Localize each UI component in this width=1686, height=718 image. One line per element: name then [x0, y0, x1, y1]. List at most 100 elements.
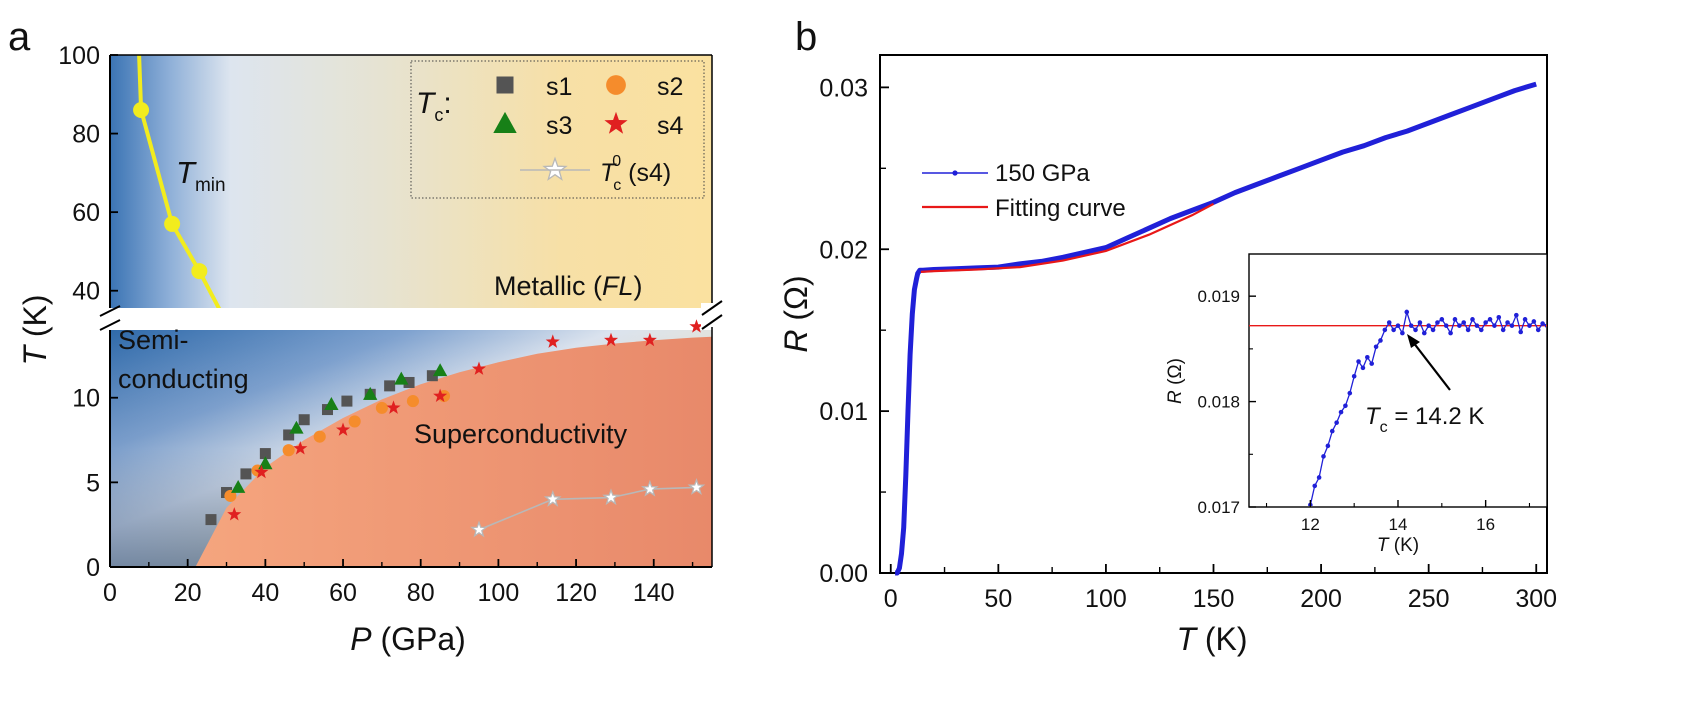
marker-tc0s4	[543, 489, 562, 507]
ticks-panel-a: 0 20 40 60 80 100 120 140 0 5 10 40 60 80 100	[58, 42, 694, 607]
marker-tc0s4	[640, 479, 659, 497]
inset-point	[1365, 355, 1370, 360]
region-label-semi-1: Semi-	[118, 325, 189, 355]
legend-tc0-marker	[542, 156, 568, 181]
legend-b: 150 GPa Fitting curve	[922, 160, 1126, 222]
legend-s4-label: s4	[657, 112, 684, 140]
inset-point	[1531, 319, 1537, 324]
inset-point	[1535, 327, 1541, 333]
inset-point	[1369, 361, 1375, 366]
inset-point	[1500, 327, 1506, 333]
axis-break-left	[99, 305, 122, 331]
y-tick-label-a: 10	[72, 385, 100, 413]
x-tick-label-a: 20	[174, 579, 202, 607]
marker-s3	[432, 363, 448, 377]
inset-point	[1509, 323, 1515, 328]
inset-point	[1474, 323, 1480, 328]
inset-point	[1404, 309, 1410, 315]
inset-point	[1461, 320, 1467, 325]
inset-point	[1312, 483, 1318, 489]
inset-point	[1522, 317, 1528, 322]
region-label-semi-2: conducting	[118, 364, 249, 394]
legend-s4-marker	[604, 111, 628, 134]
inset-points	[1308, 309, 1546, 506]
marker-s1	[384, 380, 396, 392]
inset-point	[1373, 344, 1379, 350]
panel-label-b: b	[795, 15, 817, 59]
inset-y-tick-label: 0.017	[1197, 498, 1240, 517]
ticks-panel-b: 0 50 100 150 200 250 300 0.00 0.01 0.02 0.03	[819, 74, 1557, 613]
marker-s1	[259, 448, 271, 460]
inset-point	[1452, 317, 1458, 322]
tmin-point	[164, 215, 181, 232]
inset-point	[1430, 327, 1436, 333]
superconducting-region	[195, 336, 712, 567]
inset-point	[1443, 323, 1449, 328]
inset-x-tick-label: 14	[1389, 515, 1408, 534]
inset-x-tick-label: 16	[1476, 515, 1495, 534]
ticks-inset: 12 14 16 0.017 0.018 0.019	[1197, 287, 1531, 534]
legend-s1-label: s1	[546, 73, 572, 101]
marker-tc0s4	[470, 520, 488, 538]
inset-point	[1413, 327, 1418, 333]
y-tick-label-b: 0.01	[819, 398, 868, 426]
marker-s2	[375, 401, 388, 414]
x-tick-label-a: 120	[555, 579, 597, 607]
inset-point	[1386, 320, 1392, 325]
x-tick-label-b: 150	[1193, 585, 1235, 613]
legend-s2-label: s2	[657, 73, 683, 101]
inset-x-tick-label: 12	[1301, 515, 1320, 534]
inset-point	[1325, 443, 1331, 449]
inset-point	[1400, 330, 1405, 336]
marker-tc0s4	[687, 478, 706, 495]
marker-s2	[282, 444, 295, 457]
x-tick-label-a: 0	[103, 579, 117, 607]
marker-s4	[545, 334, 560, 348]
inset-point	[1329, 428, 1335, 434]
markers-panel-a	[205, 319, 706, 538]
inset-point	[1527, 323, 1532, 328]
main-data-b	[894, 81, 1537, 576]
y-tick-label-a: 100	[58, 42, 100, 70]
inset-point	[1435, 320, 1440, 325]
inset-y-tick-label: 0.018	[1197, 393, 1240, 412]
y-axis-label-b: R (Ω)	[778, 275, 814, 352]
inset-point	[1338, 409, 1344, 415]
inset-point	[1356, 359, 1361, 364]
legend-s1-marker	[496, 76, 514, 94]
x-tick-label-a: 80	[407, 579, 435, 607]
x-tick-label-a: 40	[251, 579, 279, 607]
inset-point	[1382, 327, 1388, 333]
panel-label-a: a	[8, 15, 31, 59]
inset-point	[1426, 323, 1431, 328]
x-tick-label-a: 60	[329, 579, 357, 607]
marker-s4	[254, 464, 269, 479]
marker-tc0s4	[602, 488, 620, 506]
tmin-points	[133, 102, 208, 280]
panel-b: 0 50 100 150 200 250 300 0.00 0.01 0.02 0.03 150 G…	[778, 15, 1557, 657]
inset-point	[1496, 314, 1502, 320]
inset-x-axis-label: T (K)	[1377, 535, 1419, 556]
legend-150gpa-label: 150 GPa	[995, 160, 1090, 187]
marker-s4	[433, 388, 448, 402]
tc-annotation-label: Tc = 14.2 K	[1365, 403, 1484, 436]
marker-s3	[363, 386, 378, 400]
marker-s2	[313, 430, 326, 443]
inset-y-axis-label: R (Ω)	[1165, 358, 1186, 404]
y-tick-label-b: 0.00	[819, 560, 868, 588]
legend-tc-label: Tc:	[416, 87, 452, 125]
x-tick-label-a: 140	[633, 579, 675, 607]
inset-point	[1470, 317, 1475, 322]
legend-fit-label: Fitting curve	[995, 195, 1126, 222]
inset-point	[1544, 323, 1546, 328]
marker-s1	[298, 414, 310, 426]
x-axis-label-b: T (K)	[1176, 621, 1247, 657]
y-tick-label-b: 0.03	[819, 74, 868, 102]
inset-point	[1395, 323, 1401, 328]
inset-point	[1448, 330, 1453, 336]
inset-point	[1391, 327, 1396, 333]
inset-point	[1540, 321, 1545, 326]
marker-s3	[394, 371, 409, 385]
